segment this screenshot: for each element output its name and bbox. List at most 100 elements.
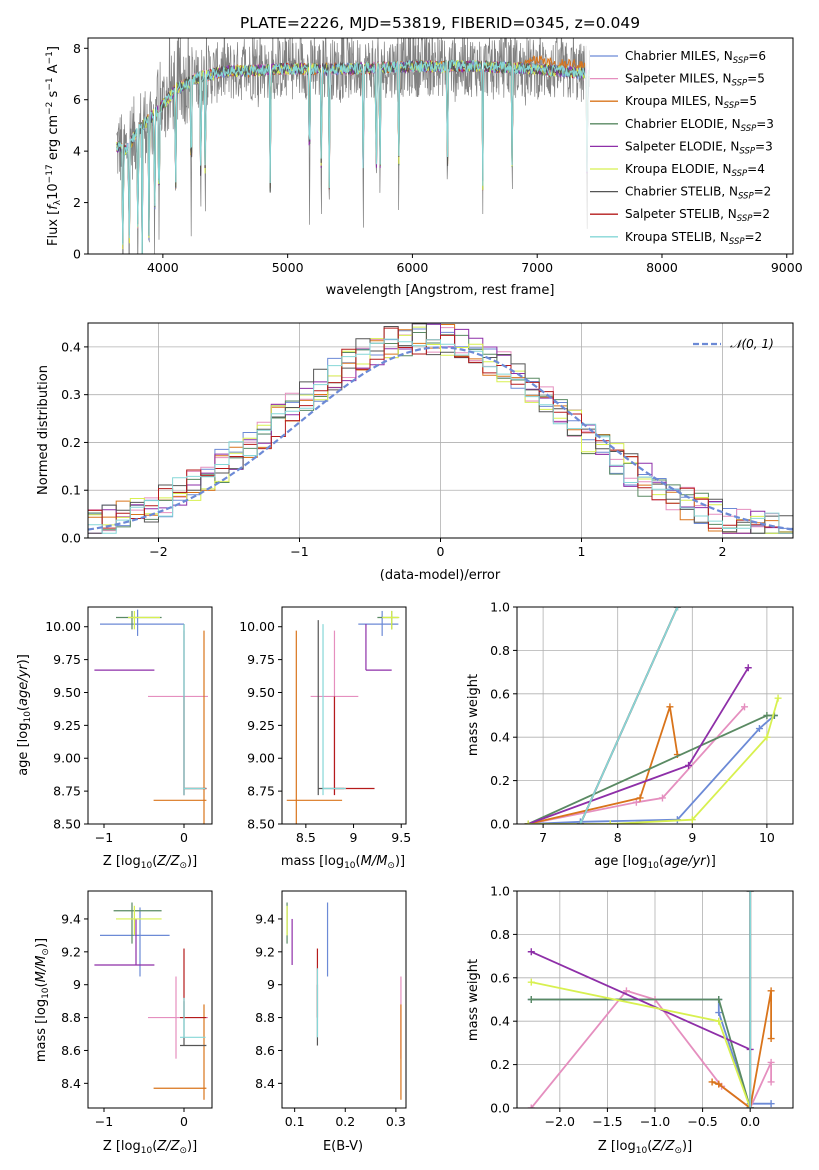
mZ-xlabel: Z [log10(Z/Z⊙)] [103, 1139, 197, 1156]
xtick-label: 5000 [272, 260, 304, 275]
series-salpeter_miles [530, 989, 772, 1108]
xtick-label: 10 [759, 830, 775, 845]
mass_vs_ebv-marks [286, 902, 402, 1100]
legend-label: Salpeter MILES, NSSP=5 [625, 72, 765, 89]
ytick-label: 8.75 [247, 784, 275, 799]
mass-vs-ebv-panel: 0.1 0.2 0.3 8.4 8.6 8.8 9 9.2 9.4 [255, 890, 407, 1129]
ytick-label: 8.50 [247, 817, 275, 832]
spectrum-clip-group [116, 38, 590, 254]
weight_vs_age-marks [524, 607, 782, 824]
weight-vs-metallicity-panel: −2.0 −1.5 −1.0 −0.5 0.0 0.0 0.2 0.4 0.6 0.8 1.0 [490, 884, 794, 1130]
histogram-chabrier_elodie [88, 332, 793, 534]
ytick-label: 8.6 [61, 1043, 81, 1058]
ytick-label: 0.4 [490, 730, 510, 745]
marker-salpeter_miles [658, 794, 666, 802]
ytick-label: 0.0 [490, 1101, 510, 1116]
ytick-label: 8.6 [255, 1043, 275, 1058]
legend-bg [585, 43, 788, 250]
ytick-label: 0.6 [490, 970, 510, 985]
ytick-label: 0.0 [490, 817, 510, 832]
ytick-label: 0.2 [490, 1057, 510, 1072]
xtick-label: 0.0 [740, 1114, 760, 1129]
marker-chabrier_miles [715, 1009, 723, 1017]
ytick-label: 9.2 [61, 944, 81, 959]
marker-kroupa_elodie [688, 816, 696, 824]
ytick-label: 1.0 [490, 884, 510, 899]
series-salpeter_elodie [530, 950, 751, 1051]
xtick-label: 1 [578, 544, 586, 559]
series-salpeter_elodie [527, 667, 749, 824]
ageZ-xlabel: Z [log10(Z/Z⊙)] [103, 854, 197, 871]
mass_vs_ebv-frame [281, 890, 407, 1109]
ytick-label: 8.8 [255, 1010, 275, 1025]
marker-salpeter_miles [767, 1058, 775, 1066]
marker-kroupa_elodie [527, 978, 535, 986]
legend-label: Salpeter STELIB, NSSP=2 [625, 207, 770, 224]
weight_vs_age-frame [516, 606, 794, 825]
ytick-label: 9.75 [53, 652, 81, 667]
marker-salpeter_miles [622, 987, 630, 995]
weight_vs_age-grid [517, 606, 793, 825]
ytick-label: 8.8 [61, 1010, 81, 1025]
marker-kroupa_stelib [746, 891, 754, 895]
ytick-label: 2 [73, 195, 81, 210]
ytick-label: 8.75 [53, 784, 81, 799]
xtick-label: −1.0 [640, 1114, 670, 1129]
xtick-label: 9 [688, 830, 696, 845]
marker-salpeter_elodie [744, 664, 752, 672]
ytick-label: 0.4 [61, 339, 81, 354]
series-kroupa_miles [527, 706, 679, 824]
wZ-xlabel: Z [log10(Z/Z⊙)] [598, 1139, 692, 1156]
ytick-label: 9.4 [61, 911, 81, 926]
ytick-label: 9.4 [255, 911, 275, 926]
mE-xlabel: E(B-V) [323, 1139, 363, 1154]
marker-kroupa_elodie [606, 820, 614, 824]
model-spectrum-kroupa_stelib [116, 59, 590, 254]
wZ-ylabel: mass weight [466, 959, 481, 1041]
ytick-label: 0.3 [61, 387, 81, 402]
xtick-label: 0 [180, 830, 188, 845]
ytick-label: 0.6 [490, 686, 510, 701]
spectrum-xlabel: wavelength [Angstrom, rest frame] [326, 283, 555, 298]
ageM-xlabel: mass [log10(M/M⊙)] [281, 854, 405, 871]
ytick-label: 0.0 [61, 531, 81, 546]
series-kroupa_stelib [579, 607, 679, 824]
ytick-label: 9.50 [53, 685, 81, 700]
histogram-salpeter_stelib [88, 327, 793, 534]
xtick-label: −1 [95, 1114, 113, 1129]
ytick-label: 6 [73, 92, 81, 107]
ytick-label: 8 [73, 41, 81, 56]
series-chabrier_elodie [531, 998, 752, 1108]
age_vs_mass-marks [286, 610, 400, 824]
ytick-label: 9.25 [53, 718, 81, 733]
series-kroupa_miles [711, 990, 772, 1108]
ytick-label: 0.4 [490, 1014, 510, 1029]
xtick-label: 9000 [771, 260, 803, 275]
ytick-label: 0.2 [61, 435, 81, 450]
xtick-label: 4000 [147, 260, 179, 275]
legend-label: Chabrier ELODIE, NSSP=3 [625, 117, 774, 134]
marker-kroupa_stelib [746, 1104, 754, 1108]
marker-chabrier_miles [767, 1100, 775, 1108]
legend-label: Kroupa ELODIE, NSSP=4 [625, 162, 765, 179]
spectrum-panel: 4000 5000 6000 7000 8000 9000 0 2 4 6 8 wavelength… [45, 37, 803, 298]
mass_vs_ebv-ticks: 0.1 0.2 0.3 8.4 8.6 8.8 9 9.2 9.4 [255, 911, 406, 1129]
marker-chabrier_elodie [527, 996, 535, 1003]
weight_vs_age-ticks: 7 8 9 10 0.0 0.2 0.4 0.6 0.8 1.0 [490, 600, 775, 846]
ytick-label: 0.8 [490, 927, 510, 942]
ytick-label: 1.0 [490, 600, 510, 615]
weight_vs_Z-ticks: −2.0 −1.5 −1.0 −0.5 0.0 0.0 0.2 0.4 0.6 0.8 1.0 [490, 884, 760, 1130]
ytick-label: 9.2 [255, 944, 275, 959]
legend-label: Kroupa MILES, NSSP=5 [625, 94, 757, 111]
marker-salpeter_elodie [685, 761, 693, 769]
marker-kroupa_elodie [715, 1017, 723, 1025]
marker-kroupa_miles [666, 703, 674, 711]
ageZ-ylabel: age [log10(age/yr)] [16, 654, 33, 776]
ytick-label: 8.50 [53, 817, 81, 832]
ytick-label: 8.4 [61, 1076, 81, 1091]
ytick-label: 9 [73, 977, 81, 992]
ytick-label: 9.50 [247, 685, 275, 700]
marker-kroupa_elodie [524, 820, 532, 824]
spectrum-legend: Chabrier MILES, NSSP=6 Salpeter MILES, NS… [585, 43, 788, 250]
ytick-label: 10.00 [239, 619, 275, 634]
